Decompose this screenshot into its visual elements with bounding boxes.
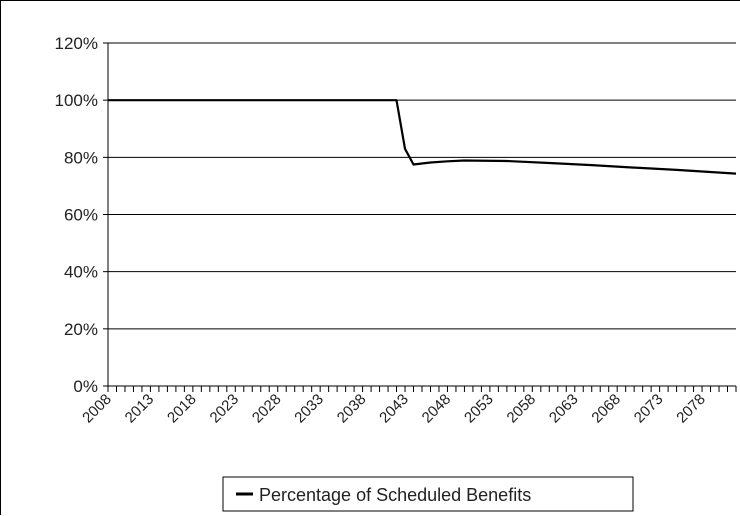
x-tick-label: 2048 <box>419 391 455 427</box>
y-tick-label: 20% <box>64 320 98 339</box>
x-tick-label: 2028 <box>249 391 285 427</box>
x-tick-label: 2038 <box>334 391 370 427</box>
x-tick-label: 2063 <box>546 391 582 427</box>
y-tick-label: 0% <box>73 377 98 396</box>
y-tick-label: 100% <box>55 91 98 110</box>
x-tick-label: 2008 <box>79 391 115 427</box>
x-tick-label: 2013 <box>122 391 158 427</box>
grid-lines <box>108 42 736 330</box>
y-tick-label: 120% <box>55 34 98 53</box>
x-axis-ticks: 2008 2013 2018 2023 2028 2033 2038 2043 2048 2053… <box>79 386 737 427</box>
x-tick-label: 2033 <box>291 391 327 427</box>
x-tick-label: 2018 <box>164 391 200 427</box>
legend-label: Percentage of Scheduled Benefits <box>259 485 531 505</box>
series-line <box>108 99 737 175</box>
x-tick-label: 2043 <box>376 391 412 427</box>
y-axis-ticks: 0% 20% 40% 60% 80% 100% 120% <box>55 34 108 396</box>
y-tick-label: 40% <box>64 263 98 282</box>
x-tick-label: 2068 <box>588 391 624 427</box>
x-tick-label: 2058 <box>504 391 540 427</box>
x-tick-label: 2053 <box>461 391 497 427</box>
x-tick-label: 2073 <box>631 391 667 427</box>
x-tick-label: 2023 <box>207 391 243 427</box>
series-layer <box>108 99 737 175</box>
y-tick-label: 80% <box>64 148 98 167</box>
x-tick-label: 2078 <box>673 391 709 427</box>
y-tick-label: 60% <box>64 206 98 225</box>
legend-box <box>222 476 634 512</box>
legend: Percentage of Scheduled Benefits <box>222 476 634 512</box>
